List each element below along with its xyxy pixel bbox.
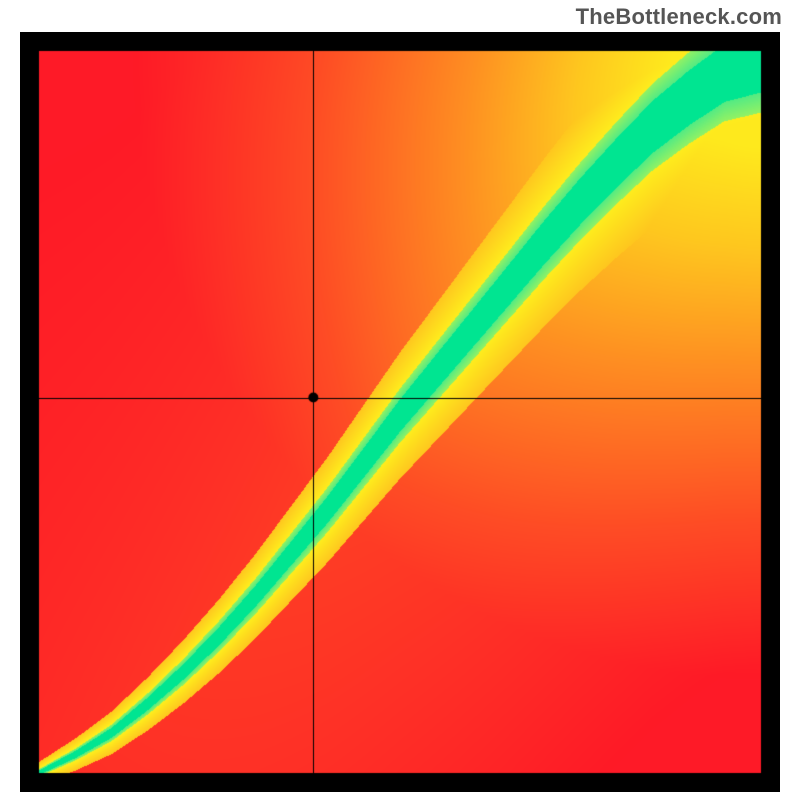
chart-frame — [20, 32, 780, 792]
watermark-text: TheBottleneck.com — [576, 4, 782, 30]
page-container: TheBottleneck.com — [0, 0, 800, 800]
heatmap-canvas — [20, 32, 780, 792]
